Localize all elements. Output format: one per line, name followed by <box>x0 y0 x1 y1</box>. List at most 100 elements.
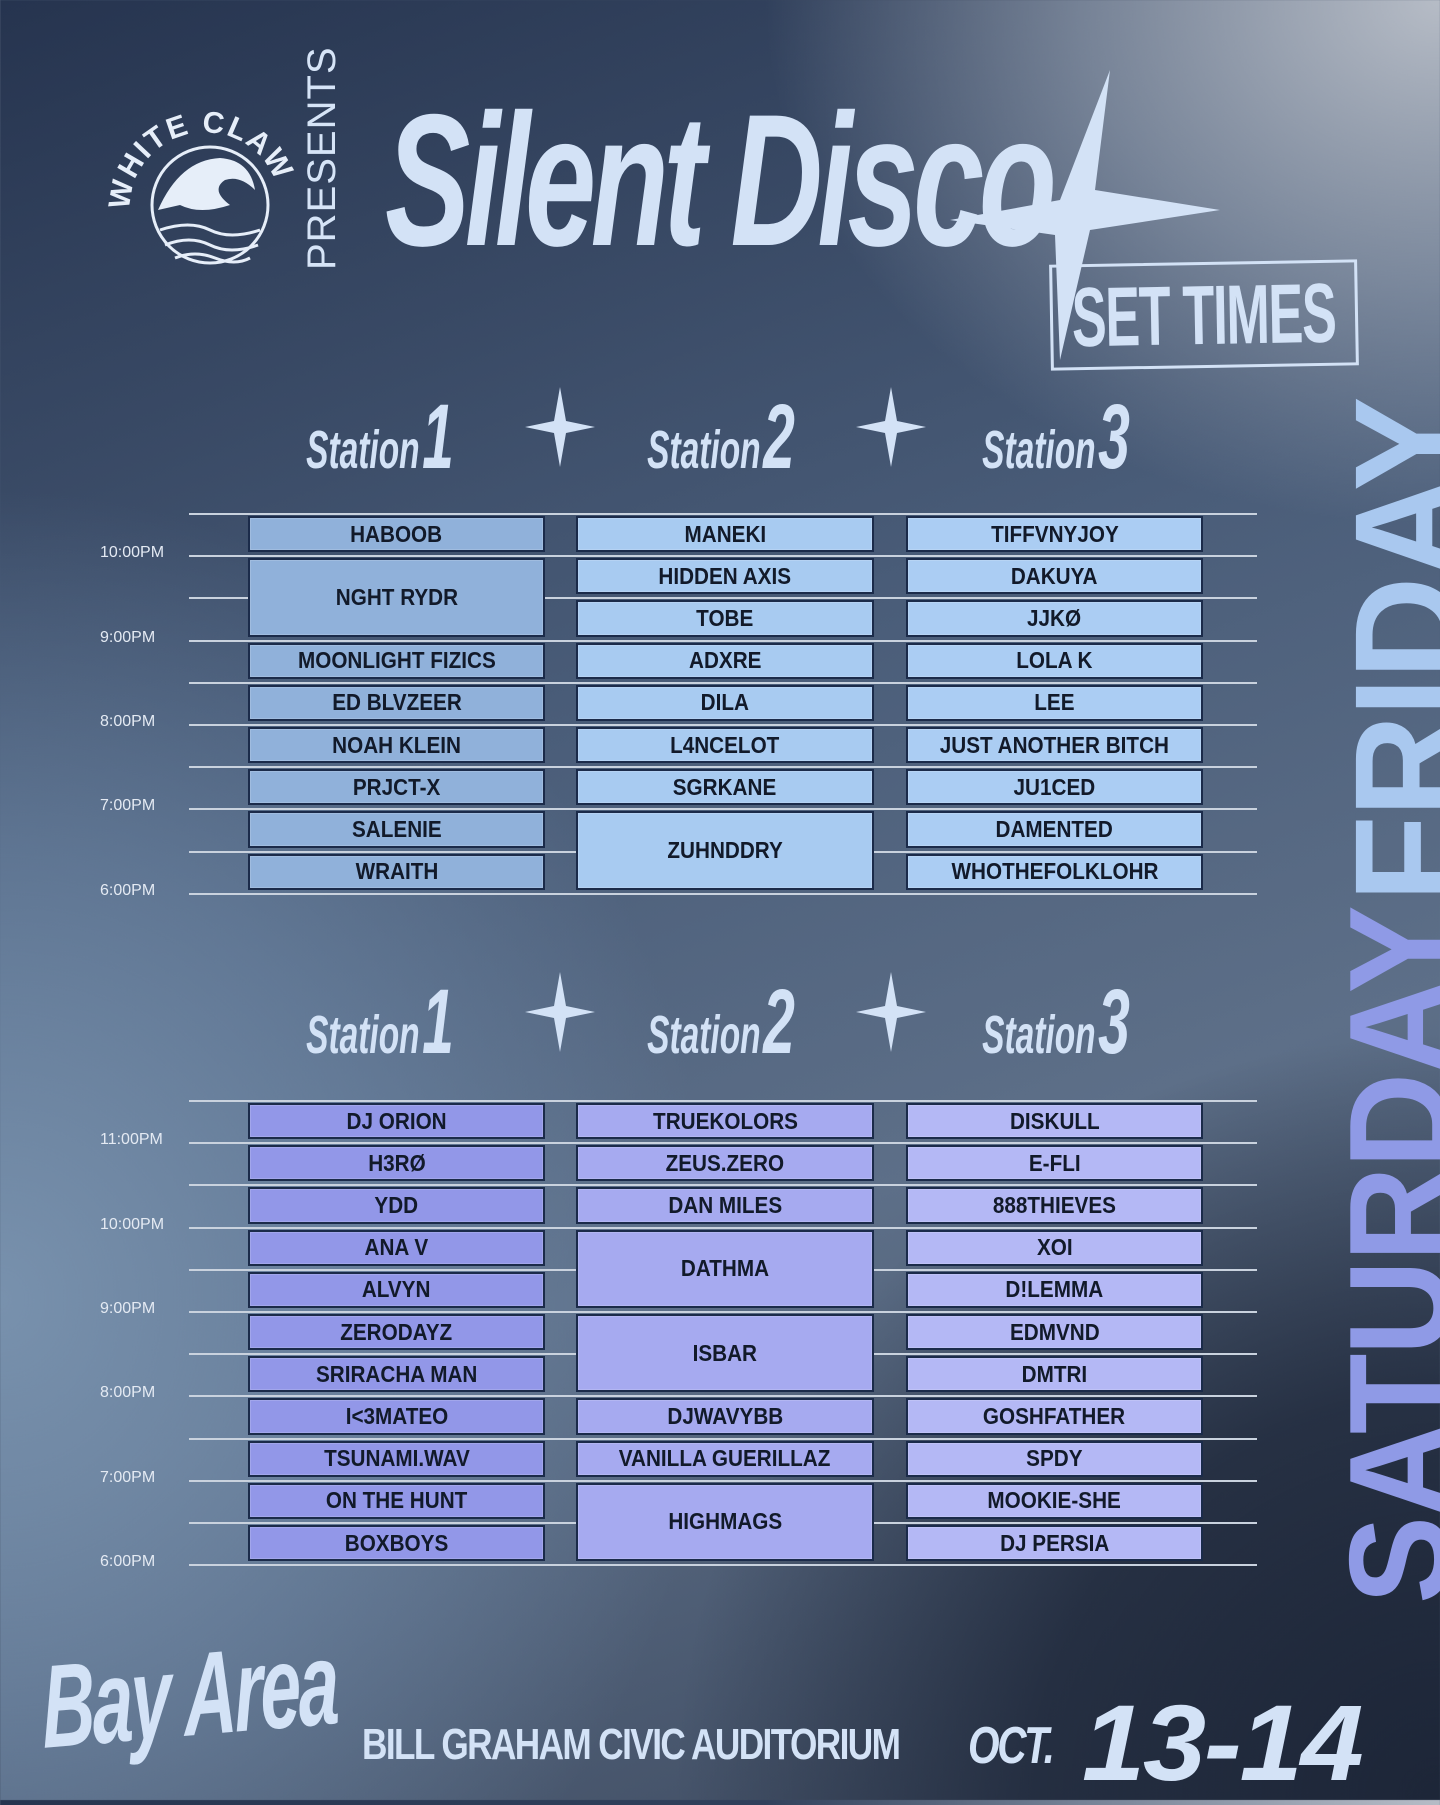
artist-name: VANILLA GUERILLAZ <box>619 1445 831 1472</box>
artist-name: SPDY <box>1026 1445 1083 1472</box>
set-block: D!LEMMA <box>906 1271 1203 1308</box>
station-number: 2 <box>763 386 795 488</box>
set-block: EDMVND <box>906 1314 1203 1351</box>
artist-name: DISKULL <box>1009 1107 1100 1134</box>
artist-name: MANEKI <box>684 520 766 547</box>
set-block: 888THIEVES <box>906 1187 1203 1224</box>
set-block: ADXRE <box>576 642 874 679</box>
set-block: ZERODAYZ <box>248 1314 545 1351</box>
station-word: Station <box>306 1005 420 1065</box>
set-block: NGHT RYDR <box>248 558 545 637</box>
artist-name: ALVYN <box>362 1276 431 1303</box>
sparkle-icon <box>856 972 926 1052</box>
grid-line <box>189 555 1257 558</box>
grid-line <box>189 808 1257 811</box>
artist-name: PRJCT-X <box>352 773 441 800</box>
set-block: ON THE HUNT <box>248 1482 545 1519</box>
artist-name: TRUEKOLORS <box>652 1107 798 1134</box>
presents-label: PRESENTS <box>300 46 344 270</box>
artist-name: DJ PERSIA <box>999 1529 1110 1556</box>
station-header-2: Station 2 <box>647 385 795 490</box>
set-block: YDD <box>248 1187 545 1224</box>
artist-name: HIDDEN AXIS <box>658 562 792 589</box>
artist-name: 888THIEVES <box>992 1191 1117 1218</box>
sparkle-icon <box>950 70 1220 360</box>
day-label-saturday: SATURDAY <box>1320 907 1440 1604</box>
set-block: SRIRACHA MAN <box>248 1356 545 1393</box>
set-block: XOI <box>906 1229 1203 1266</box>
set-block: JU1CED <box>906 769 1203 806</box>
artist-name: L4NCELOT <box>670 731 780 758</box>
set-block: HIDDEN AXIS <box>576 558 874 595</box>
station-number: 2 <box>763 971 795 1073</box>
artist-name: ZEUS.ZERO <box>665 1149 785 1176</box>
set-block: WRAITH <box>248 853 545 890</box>
station-number: 1 <box>422 971 454 1073</box>
time-label: 7:00PM <box>100 1468 156 1486</box>
station-number: 3 <box>1098 386 1130 488</box>
white-claw-logo: WHITE CLAW <box>103 106 298 265</box>
artist-name: ZUHNDDRY <box>667 837 783 864</box>
station-header-2: Station 2 <box>647 970 795 1075</box>
artist-name: TSUNAMI.WAV <box>323 1445 470 1472</box>
station-number: 3 <box>1098 971 1130 1073</box>
grid-line <box>189 1184 1257 1187</box>
time-label: 10:00PM <box>100 1215 165 1233</box>
artist-name: NGHT RYDR <box>335 583 458 610</box>
artist-name: LEE <box>1034 689 1075 716</box>
set-block: H3RØ <box>248 1145 545 1182</box>
station-header-3: Station 3 <box>982 385 1130 490</box>
time-label: 9:00PM <box>100 1300 156 1318</box>
artist-name: SGRKANE <box>673 773 777 800</box>
grid-line <box>189 892 1257 895</box>
artist-name: YDD <box>374 1191 419 1218</box>
artist-name: ED BLVZEER <box>331 689 462 716</box>
set-block: DMTRI <box>906 1356 1203 1393</box>
set-block: WHOTHEFOLKLOHR <box>906 853 1203 890</box>
artist-name: ISBAR <box>692 1339 758 1366</box>
artist-name: DAMENTED <box>995 815 1114 842</box>
artist-name: ZERODAYZ <box>340 1318 453 1345</box>
set-block: JUST ANOTHER BITCH <box>906 727 1203 764</box>
dates-label: 13-14 <box>1082 1682 1364 1803</box>
set-times-label: SET TIMES <box>1071 265 1337 364</box>
station-word: Station <box>306 420 420 480</box>
grid-line <box>189 1564 1257 1567</box>
artist-name: D!LEMMA <box>1005 1276 1104 1303</box>
set-block: ISBAR <box>576 1314 874 1393</box>
artist-name: DMTRI <box>1021 1360 1088 1387</box>
set-block: JJKØ <box>906 600 1203 637</box>
time-label: 6:00PM <box>100 881 156 899</box>
artist-name: JU1CED <box>1013 773 1096 800</box>
artist-name: DAKUYA <box>1011 562 1098 589</box>
time-label: 6:00PM <box>100 1553 156 1571</box>
time-label: 9:00PM <box>100 628 156 646</box>
set-block: SGRKANE <box>576 769 874 806</box>
grid-line <box>189 1395 1257 1398</box>
set-block: DAN MILES <box>576 1187 874 1224</box>
artist-name: JUST ANOTHER BITCH <box>939 731 1170 758</box>
sparkle-icon <box>525 387 595 467</box>
set-block: DJ PERSIA <box>906 1525 1203 1562</box>
artist-name: JJKØ <box>1027 604 1082 631</box>
grid-line <box>189 1479 1257 1482</box>
station-header-3: Station 3 <box>982 970 1130 1075</box>
artist-name: ON THE HUNT <box>325 1487 468 1514</box>
artist-name: DJWAVYBB <box>667 1402 783 1429</box>
grid-line <box>189 1100 1257 1102</box>
grid-line <box>189 1437 1257 1440</box>
set-block: SPDY <box>906 1440 1203 1477</box>
grid-line <box>189 724 1257 726</box>
day-label-friday: FRIDAY <box>1324 398 1440 902</box>
set-block: DILA <box>576 684 874 721</box>
station-header-1: Station 1 <box>306 385 454 490</box>
artist-name: WHOTHEFOLKLOHR <box>951 858 1158 885</box>
set-block: I<3MATEO <box>248 1398 545 1435</box>
artist-name: TIFFVNYJOY <box>990 520 1119 547</box>
set-block: ZEUS.ZERO <box>576 1145 874 1182</box>
artist-name: SRIRACHA MAN <box>315 1360 478 1387</box>
set-block: MOONLIGHT FIZICS <box>248 642 545 679</box>
set-block: DAKUYA <box>906 558 1203 595</box>
station-word: Station <box>647 420 761 480</box>
set-block: E-FLI <box>906 1145 1203 1182</box>
